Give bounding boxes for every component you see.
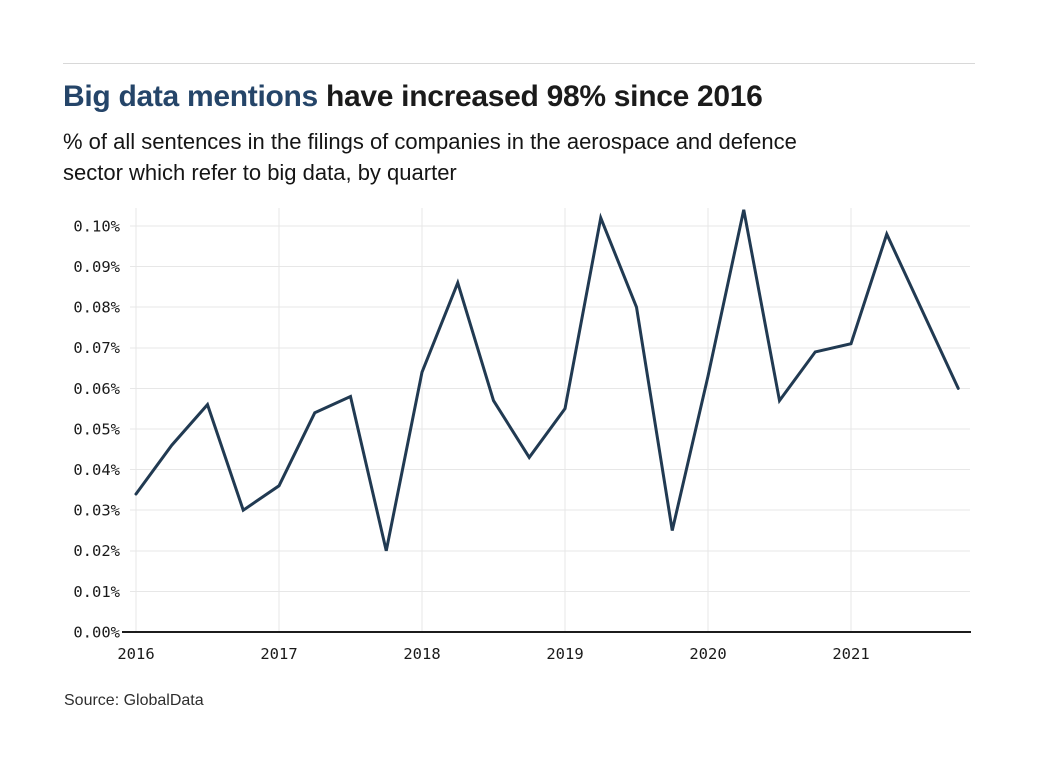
x-axis-tick-label: 2019 [546, 645, 583, 663]
x-axis-tick-label: 2018 [403, 645, 440, 663]
y-axis-tick-label: 0.06% [73, 380, 120, 398]
title-rest-text: have increased 98% since 2016 [317, 80, 763, 113]
y-axis-tick-label: 0.02% [73, 542, 120, 560]
x-axis-tick-label: 2017 [260, 645, 297, 663]
x-axis-tick-label: 2021 [832, 645, 869, 663]
chart-subtitle: % of all sentences in the filings of com… [63, 126, 797, 188]
y-axis-tick-label: 0.09% [73, 258, 120, 276]
subtitle-line-1: % of all sentences in the filings of com… [63, 129, 797, 154]
y-axis-tick-label: 0.10% [73, 217, 120, 235]
y-axis-tick-label: 0.07% [73, 339, 120, 357]
y-axis-tick-label: 0.08% [73, 299, 120, 317]
chart-title: Big data mentions have increased 98% sin… [63, 80, 763, 114]
y-axis-tick-label: 0.04% [73, 461, 120, 479]
x-axis-tick-label: 2016 [117, 645, 154, 663]
title-highlight-text: Big data mentions [63, 80, 318, 113]
y-axis-tick-label: 0.00% [73, 623, 120, 641]
y-axis-tick-label: 0.05% [73, 420, 120, 438]
top-divider [63, 63, 975, 64]
x-axis-tick-label: 2020 [689, 645, 726, 663]
subtitle-line-2: sector which refer to big data, by quart… [63, 160, 457, 185]
y-axis-tick-label: 0.03% [73, 502, 120, 520]
source-note: Source: GlobalData [64, 692, 204, 709]
y-axis-tick-label: 0.01% [73, 583, 120, 601]
trend-line [134, 209, 960, 552]
